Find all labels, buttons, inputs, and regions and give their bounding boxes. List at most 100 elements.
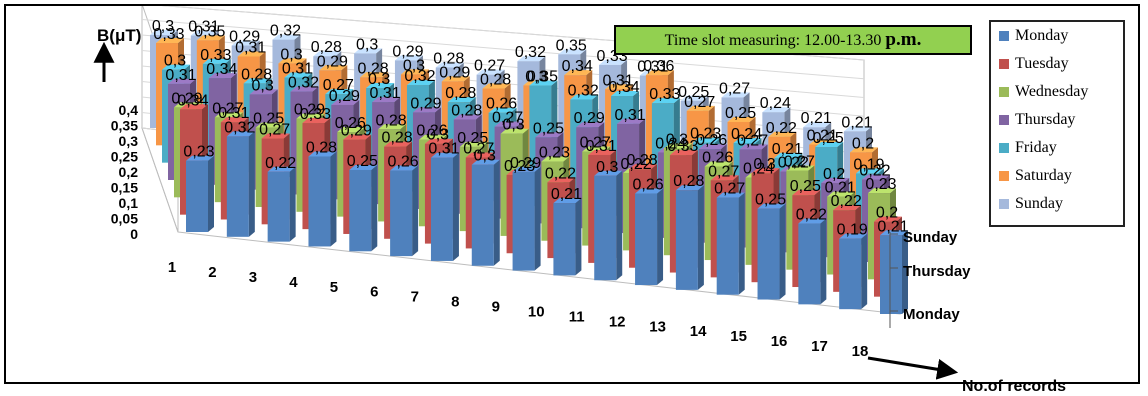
bar-top bbox=[366, 83, 395, 89]
legend-swatch bbox=[999, 87, 1009, 97]
y-tick-label: 0,4 bbox=[119, 102, 139, 118]
bar-side bbox=[330, 151, 337, 247]
bar-top bbox=[482, 83, 511, 89]
legend-item-thursday: Thursday bbox=[991, 106, 1123, 134]
legend-item-sunday: Sunday bbox=[991, 190, 1123, 218]
data-label: 0,2 bbox=[876, 205, 898, 222]
data-label: 0,28 bbox=[358, 60, 389, 77]
bar-side bbox=[697, 185, 704, 290]
bar-monday-10 bbox=[553, 198, 582, 276]
bar-top bbox=[168, 78, 196, 84]
bar-front bbox=[594, 175, 617, 281]
bar-front bbox=[512, 171, 535, 271]
data-label: 0,36 bbox=[643, 58, 674, 75]
data-label: 0,28 bbox=[451, 102, 482, 119]
bar-top bbox=[868, 188, 896, 194]
data-label: 0,22 bbox=[620, 156, 651, 173]
data-label: 0,19 bbox=[837, 222, 868, 239]
x-tick-label: 10 bbox=[528, 303, 545, 320]
bar-side bbox=[902, 230, 908, 314]
bar-monday-7 bbox=[430, 152, 459, 261]
legend-swatch bbox=[999, 115, 1009, 125]
data-label: 0,31 bbox=[218, 105, 249, 122]
gridline bbox=[141, 34, 865, 98]
legend-label: Saturday bbox=[1015, 167, 1072, 184]
data-label: 0,23 bbox=[690, 126, 721, 143]
data-label: 0,29 bbox=[329, 88, 360, 105]
bar-top bbox=[290, 86, 319, 92]
data-label: 0,34 bbox=[206, 61, 237, 78]
data-label: 0,22 bbox=[265, 155, 296, 172]
data-label: 0,25 bbox=[790, 178, 821, 195]
x-axis-arrow bbox=[867, 356, 959, 380]
bar-top bbox=[384, 141, 413, 147]
bar-top bbox=[599, 59, 628, 65]
data-label: 0,29 bbox=[294, 102, 325, 119]
bar-top bbox=[698, 144, 727, 150]
bar-top bbox=[325, 89, 354, 95]
bar-side bbox=[575, 198, 582, 276]
x-tick-label: 1 bbox=[168, 259, 176, 276]
bar-side bbox=[493, 159, 500, 266]
bar-front bbox=[226, 136, 249, 237]
data-label: 0,27 bbox=[719, 80, 750, 97]
bar-top bbox=[710, 175, 739, 181]
data-label: 0,22 bbox=[859, 163, 890, 180]
x-tick-label: 11 bbox=[569, 308, 585, 325]
data-label: 0,31 bbox=[282, 60, 313, 77]
bar-top bbox=[494, 121, 523, 127]
bar-top bbox=[459, 141, 488, 147]
chart-canvas: 0,3 0,310,29 0,320,28 0,3 0,29 0,28 0,270,32 0,… bbox=[93, 6, 971, 380]
data-label: 0,32 bbox=[515, 44, 546, 61]
data-label: 0,32 bbox=[568, 82, 599, 99]
bar-top bbox=[757, 203, 786, 209]
x-tick-label: 9 bbox=[492, 299, 500, 316]
legend-label: Tuesday bbox=[1015, 55, 1069, 72]
bar-layer bbox=[150, 30, 908, 314]
bar-top bbox=[378, 124, 407, 130]
data-label: 0,3 bbox=[356, 36, 378, 53]
legend-swatch bbox=[999, 199, 1009, 209]
data-label: 0,34 bbox=[177, 92, 208, 109]
data-label: 0,34 bbox=[608, 79, 639, 96]
bar-top bbox=[272, 34, 301, 40]
bar-top bbox=[635, 188, 664, 194]
bar-monday-2 bbox=[226, 131, 255, 237]
bar-top bbox=[617, 118, 646, 124]
data-label: 0,26 bbox=[486, 96, 517, 113]
bar-side bbox=[289, 166, 296, 242]
legend-label: Sunday bbox=[1015, 195, 1063, 212]
data-label: 0,19 bbox=[853, 156, 884, 173]
x-tick-label: 18 bbox=[852, 343, 869, 360]
data-label: 0,22 bbox=[545, 165, 576, 182]
data-label: 0,3 bbox=[753, 156, 775, 173]
data-label: 0,29 bbox=[392, 43, 423, 60]
bar-top bbox=[833, 205, 862, 211]
bar-top bbox=[629, 164, 658, 170]
bar-monday-5 bbox=[349, 164, 378, 252]
depth-tick-label: Thursday bbox=[903, 263, 971, 280]
bar-top bbox=[412, 107, 441, 113]
y-tick-label: 0,15 bbox=[111, 180, 138, 196]
data-label: 0,3 bbox=[474, 148, 496, 165]
bar-top bbox=[645, 70, 674, 76]
data-label: 0,33 bbox=[667, 138, 698, 155]
bar-top bbox=[839, 233, 868, 239]
bar-top bbox=[680, 95, 709, 101]
data-label: 0,28 bbox=[673, 173, 704, 190]
x-tick-label: 15 bbox=[730, 328, 747, 345]
data-label: 0,22 bbox=[831, 193, 862, 210]
bar-top bbox=[588, 149, 617, 155]
x-tick-label: 14 bbox=[690, 323, 707, 340]
y-tick-label: 0 bbox=[130, 226, 138, 242]
bar-top bbox=[302, 118, 331, 124]
bar-monday-9 bbox=[512, 166, 541, 271]
data-label: 0,28 bbox=[626, 152, 657, 169]
data-label: 0,31 bbox=[614, 107, 645, 124]
bar-top bbox=[337, 127, 366, 133]
bar-side bbox=[452, 152, 459, 261]
bar-front bbox=[267, 171, 290, 242]
data-label: 0,31 bbox=[235, 40, 266, 57]
bar-top bbox=[739, 144, 768, 150]
data-label: 0,27 bbox=[714, 181, 745, 198]
